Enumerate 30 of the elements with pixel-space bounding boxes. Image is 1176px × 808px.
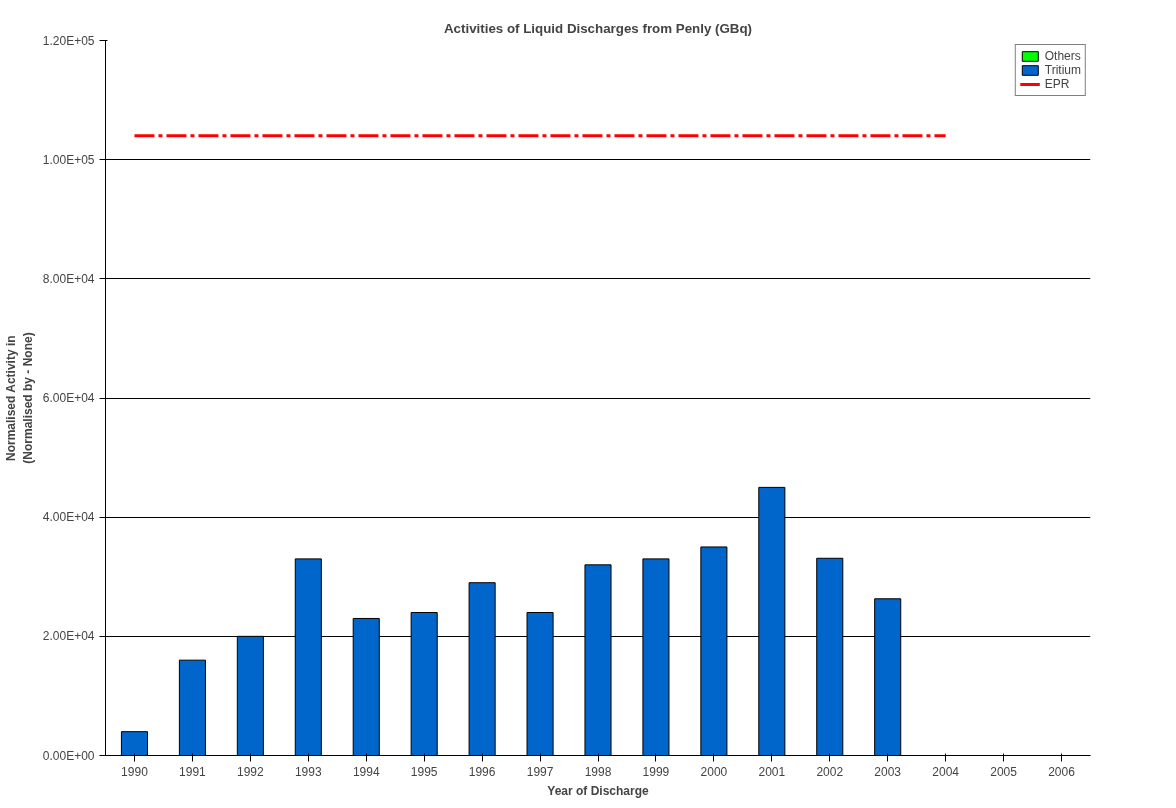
x-tick-label: 1998 [584, 764, 612, 779]
x-tick-label: 2001 [758, 764, 786, 779]
x-tick-label: 1994 [352, 764, 380, 779]
x-tick-label: 2006 [1048, 764, 1076, 779]
x-axis-title: Year of Discharge [547, 783, 650, 798]
y-axis-title: Normalised Activity in (Normalised by - None) [3, 332, 35, 464]
y-tick-label: 0.00E+00 [42, 748, 95, 763]
y-tick-label: 1.00E+05 [42, 152, 95, 167]
legend-label: Others [1044, 49, 1081, 63]
x-tick-label: 1999 [642, 764, 670, 779]
x-tick-label: 1997 [526, 764, 554, 779]
x-tick-label: 2002 [816, 764, 844, 779]
y-tick-label: 6.00E+04 [42, 391, 95, 405]
x-tick-label: 1990 [121, 764, 149, 779]
legend-label: Tritium [1044, 63, 1081, 77]
y-tick-label: 2.00E+04 [42, 629, 95, 644]
x-tick-label: 2000 [700, 764, 728, 779]
x-tick-label: 2004 [932, 764, 960, 779]
x-tick-label: 2005 [990, 764, 1018, 779]
y-tick-label: 4.00E+04 [42, 510, 95, 525]
y-tick-label: 8.00E+04 [42, 271, 95, 286]
x-tick-label: 1993 [294, 764, 322, 779]
x-tick-label: 1996 [468, 764, 496, 779]
y-tick-label: 1.20E+05 [42, 33, 95, 48]
x-tick-label: 1992 [237, 764, 265, 779]
x-tick-label: 1995 [410, 764, 438, 779]
chart-title: Activities of Liquid Discharges from Penly (GBq) [443, 20, 753, 36]
x-tick-label: 1991 [179, 764, 207, 779]
legend-label: EPR [1044, 77, 1070, 91]
x-tick-label: 2003 [874, 764, 902, 779]
